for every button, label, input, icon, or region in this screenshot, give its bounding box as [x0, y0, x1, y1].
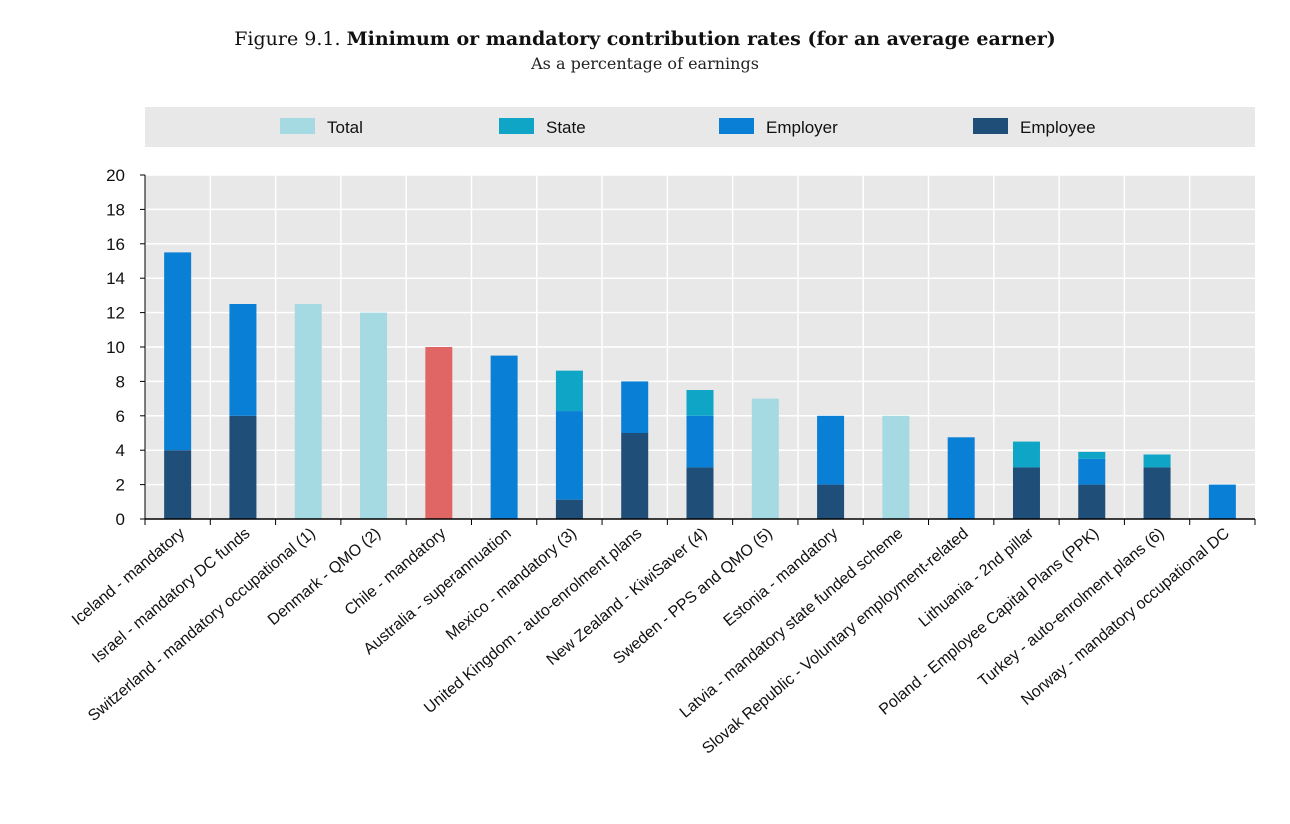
- bar-employee-estonia-mandatory: [817, 484, 845, 519]
- bar-employee-mexico-mandatory-3: [555, 499, 583, 519]
- y-tick-label-6: 6: [116, 407, 125, 426]
- bar-employee-iceland-mandatory: [164, 450, 192, 519]
- bar-state-lithuania-2nd-pillar: [1012, 441, 1040, 468]
- x-tick-label-lithuania-2nd-pillar: Lithuania - 2nd pillar: [916, 525, 1038, 631]
- figure-header: Figure 9.1. Minimum or mandatory contrib…: [0, 26, 1290, 76]
- legend-swatch-employee: [973, 118, 1008, 134]
- bar-total-latvia-mandatory-state-funded-scheme: [882, 415, 910, 519]
- bar-employer-norway-mandatory-occupational-dc: [1208, 484, 1236, 519]
- bar-state-poland-employee-capital-plans-ppk: [1078, 451, 1106, 459]
- y-tick-label-2: 2: [116, 476, 125, 495]
- y-tick-label-16: 16: [106, 235, 125, 254]
- legend-swatch-state: [499, 118, 534, 134]
- y-tick-label-14: 14: [106, 269, 125, 288]
- bar-employer-australia-superannuation: [490, 355, 518, 519]
- bar-employer-israel-mandatory-dc-funds: [229, 304, 257, 416]
- legend-swatch-employer: [719, 118, 754, 134]
- figure-subtitle: As a percentage of earnings: [531, 54, 759, 73]
- legend-background: [145, 107, 1255, 147]
- bar-employer-slovak-republic-voluntary-employment-related: [947, 437, 975, 519]
- bar-employee-poland-employee-capital-plans-ppk: [1078, 484, 1106, 519]
- bar-employer-new-zealand-kiwisaver-4: [686, 415, 714, 468]
- bar-employee-lithuania-2nd-pillar: [1012, 467, 1040, 519]
- bar-employer-united-kingdom-auto-enrolment-plans: [621, 381, 649, 433]
- legend-swatch-total: [280, 118, 315, 134]
- figure-number: Figure 9.1.: [234, 28, 341, 50]
- y-tick-label-12: 12: [106, 304, 125, 323]
- bar-employee-turkey-auto-enrolment-plans-6: [1143, 467, 1171, 519]
- bar-total-denmark-qmo-2: [360, 312, 388, 519]
- bar-employee-new-zealand-kiwisaver-4: [686, 467, 714, 519]
- x-tick-label-switzerland-mandatory-occupational-1: Switzerland - mandatory occupational (1): [85, 525, 319, 725]
- legend-label-total: Total: [327, 118, 363, 137]
- bar-total-chile-mandatory: [425, 347, 453, 519]
- bar-total-switzerland-mandatory-occupational-1: [294, 304, 322, 519]
- y-tick-label-10: 10: [106, 338, 125, 357]
- y-tick-label-4: 4: [116, 441, 125, 460]
- bar-state-turkey-auto-enrolment-plans-6: [1143, 454, 1171, 468]
- y-tick-label-18: 18: [106, 200, 125, 219]
- bar-employer-poland-employee-capital-plans-ppk: [1078, 458, 1106, 485]
- figure-title-text: Minimum or mandatory contribution rates …: [346, 28, 1056, 50]
- x-tick-label-latvia-mandatory-state-funded-scheme: Latvia - mandatory state funded scheme: [677, 525, 907, 722]
- x-tick-label-iceland-mandatory: Iceland - mandatory: [69, 525, 188, 629]
- bar-employee-united-kingdom-auto-enrolment-plans: [621, 433, 649, 519]
- legend-label-employer: Employer: [766, 118, 838, 137]
- y-tick-label-0: 0: [116, 510, 125, 529]
- bar-state-mexico-mandatory-3: [555, 370, 583, 412]
- y-tick-label-8: 8: [116, 372, 125, 391]
- bar-employer-iceland-mandatory: [164, 252, 192, 451]
- bar-employee-israel-mandatory-dc-funds: [229, 415, 257, 519]
- legend-label-employee: Employee: [1020, 118, 1096, 137]
- y-tick-label-20: 20: [106, 166, 125, 185]
- bar-employer-mexico-mandatory-3: [555, 411, 583, 500]
- bar-employer-estonia-mandatory: [817, 415, 845, 485]
- bar-state-new-zealand-kiwisaver-4: [686, 390, 714, 416]
- x-tick-label-poland-employee-capital-plans-ppk: Poland - Employee Capital Plans (PPK): [876, 525, 1102, 719]
- x-tick-label-estonia-mandatory: Estonia - mandatory: [721, 525, 842, 630]
- chart-legend: Total State Employer Employee: [145, 107, 1255, 147]
- legend-label-state: State: [546, 118, 586, 137]
- bar-total-sweden-pps-and-qmo-5: [751, 398, 779, 519]
- figure-title: Figure 9.1. Minimum or mandatory contrib…: [0, 26, 1290, 52]
- x-tick-label-denmark-qmo-2: Denmark - QMO (2): [265, 525, 384, 629]
- x-tick-label-mexico-mandatory-3: Mexico - mandatory (3): [443, 525, 580, 644]
